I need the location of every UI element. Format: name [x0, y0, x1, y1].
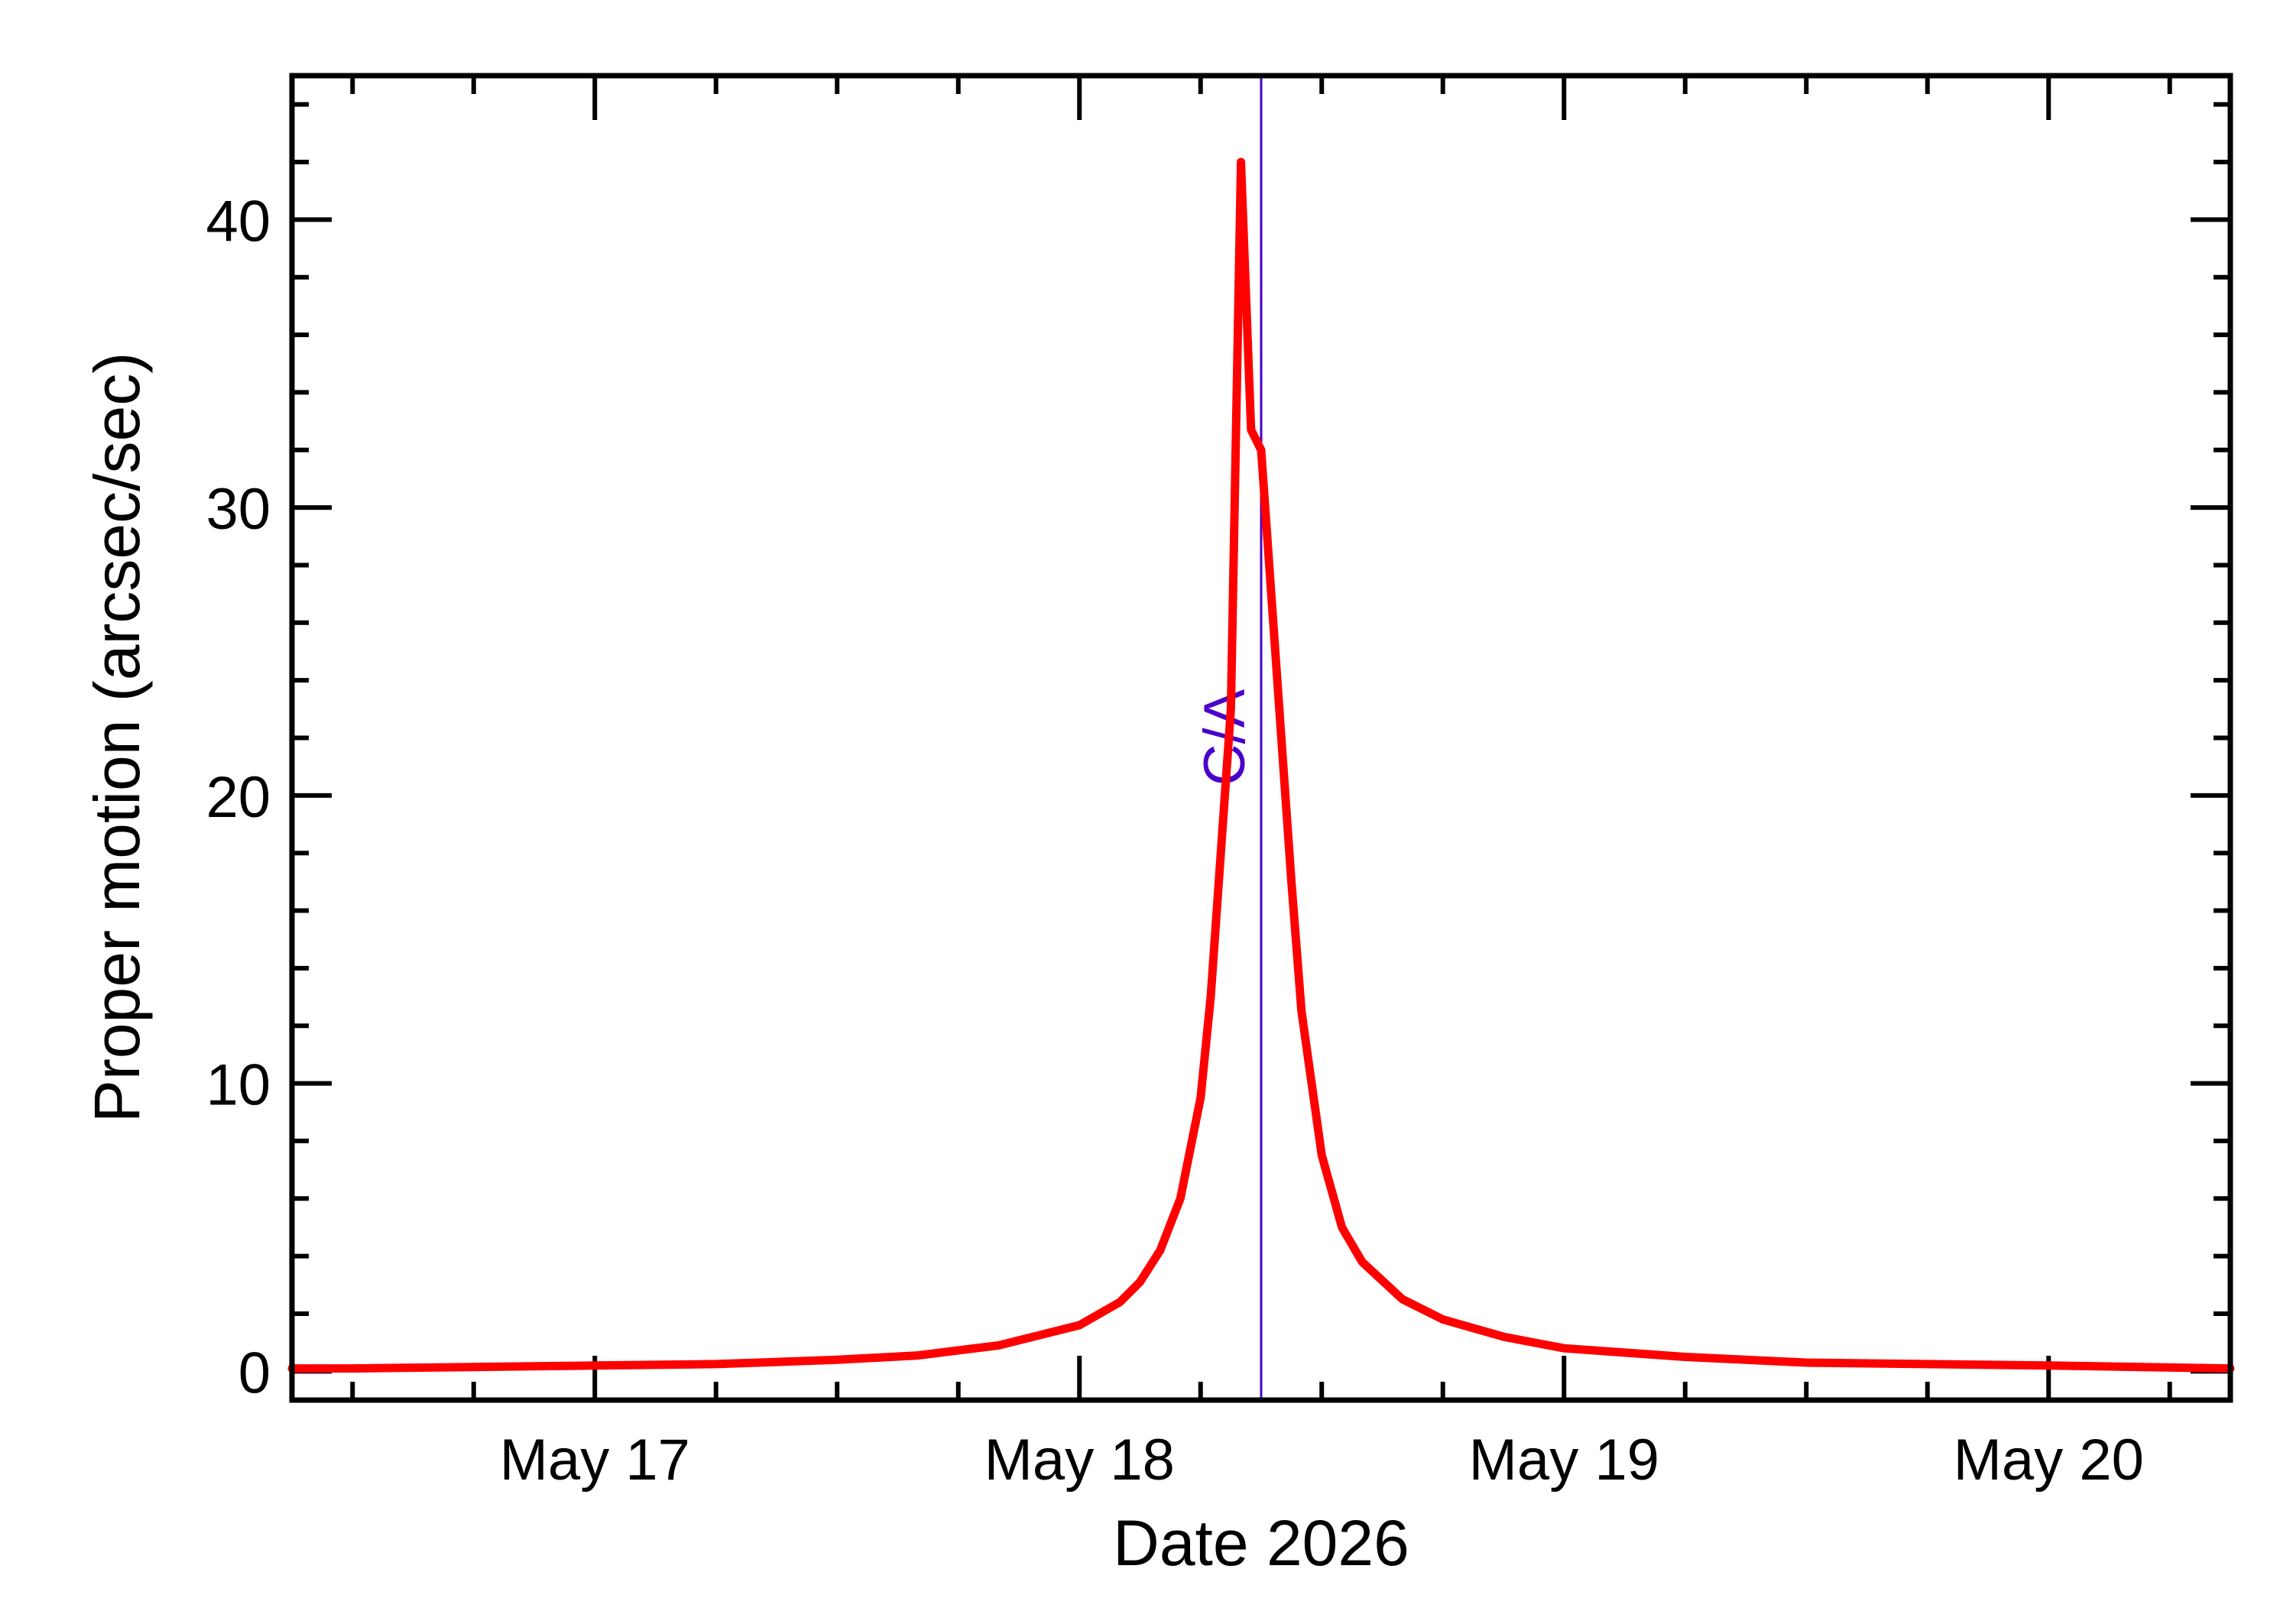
x-tick-label: May 17	[500, 1428, 690, 1493]
y-axis-label: Proper motion (arcsec/sec)	[81, 352, 153, 1123]
series-layer	[287, 157, 2235, 1373]
y-tick-label: 0	[238, 1340, 271, 1405]
y-tick-label: 10	[206, 1053, 271, 1118]
y-tick-label: 40	[206, 189, 271, 254]
x-tick-label: May 20	[1954, 1428, 2144, 1493]
x-tick-label: May 18	[984, 1428, 1175, 1493]
x-axis-label: Date 2026	[1113, 1507, 1409, 1579]
tick-labels: 0 10 20 30 40 May 17 May 18 May 19 May 20	[206, 189, 2143, 1493]
y-tick-label: 30	[206, 477, 271, 542]
plot-frame	[289, 73, 2233, 1403]
axis-ticks	[292, 76, 2230, 1400]
proper-motion-series-line	[287, 157, 2235, 1373]
y-tick-label: 20	[206, 765, 271, 830]
x-tick-label: May 19	[1469, 1428, 1659, 1493]
